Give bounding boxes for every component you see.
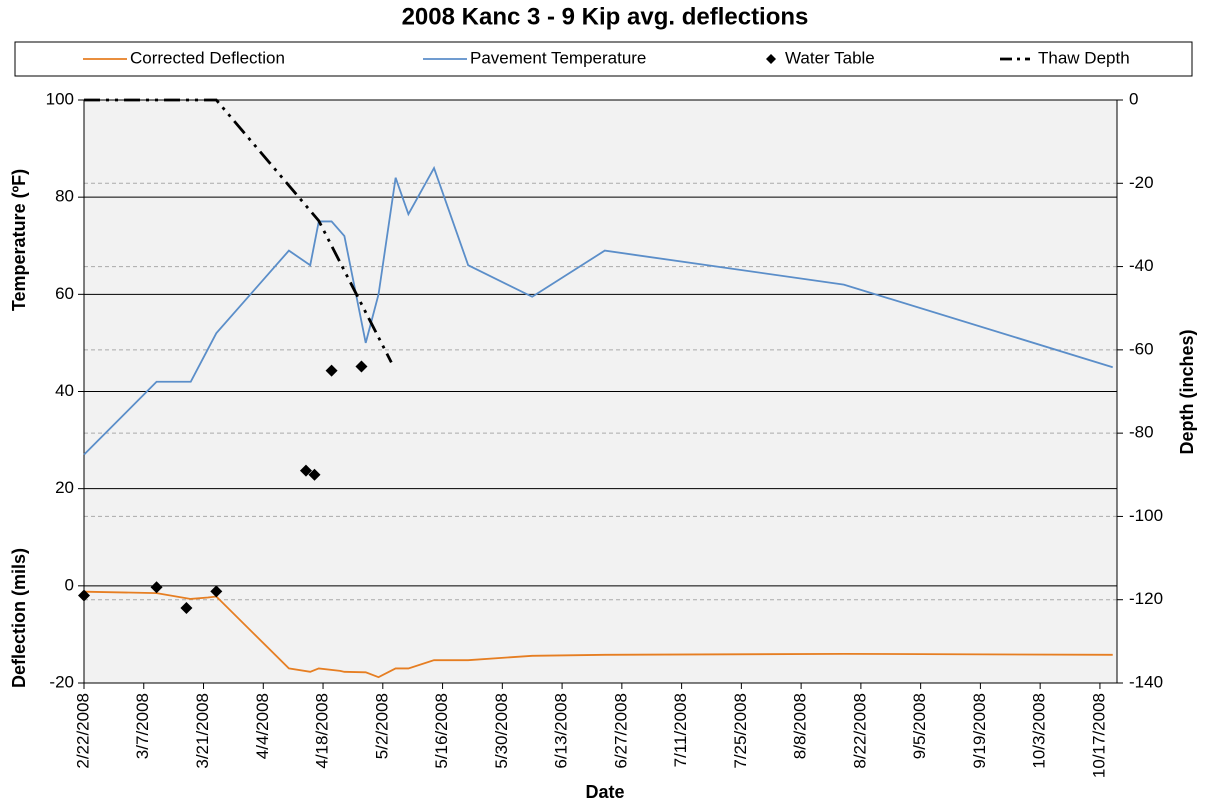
x-tick-label: 8/22/2008 bbox=[850, 693, 869, 769]
x-tick-label: 7/25/2008 bbox=[731, 693, 750, 769]
y2-tick-label: -20 bbox=[1129, 173, 1154, 192]
x-tick-label: 9/5/2008 bbox=[910, 693, 929, 759]
y2-tick-label: -100 bbox=[1129, 506, 1163, 525]
series-line bbox=[83, 165, 1113, 456]
x-tick-label: 3/21/2008 bbox=[193, 693, 212, 769]
y2-tick-label: -40 bbox=[1129, 256, 1154, 275]
water-table-marker bbox=[150, 581, 163, 594]
x-tick-label: 4/4/2008 bbox=[253, 693, 272, 759]
series-line bbox=[83, 590, 1113, 679]
legend-label: Pavement Temperature bbox=[470, 48, 646, 67]
chart-title: 2008 Kanc 3 - 9 Kip avg. deflections bbox=[402, 3, 809, 30]
legend-label: Corrected Deflection bbox=[130, 48, 285, 67]
y2-tick-label: -60 bbox=[1129, 339, 1154, 358]
water-table-marker bbox=[78, 589, 90, 602]
x-tick-label: 9/19/2008 bbox=[970, 693, 989, 769]
y-tick-label: 60 bbox=[55, 284, 74, 303]
legend-label: Water Table bbox=[785, 48, 875, 67]
water-table-marker bbox=[180, 602, 193, 615]
legend-swatch bbox=[766, 54, 776, 64]
x-tick-label: 5/16/2008 bbox=[432, 693, 451, 769]
y2-tick-label: -140 bbox=[1129, 672, 1163, 691]
y-axis-label: Deflection (mils) bbox=[9, 548, 29, 688]
y2-tick-label: -120 bbox=[1129, 589, 1163, 608]
water-table-marker bbox=[355, 360, 368, 373]
x-tick-label: 7/11/2008 bbox=[671, 693, 690, 767]
water-table-marker bbox=[325, 364, 338, 377]
x-tick-label: 5/30/2008 bbox=[492, 693, 511, 769]
x-tick-label: 10/3/2008 bbox=[1030, 693, 1049, 769]
water-table-marker bbox=[210, 585, 223, 598]
legend-label: Thaw Depth bbox=[1038, 48, 1130, 67]
x-tick-label: 3/7/2008 bbox=[133, 693, 152, 759]
y2-tick-label: 0 bbox=[1129, 89, 1138, 108]
y-tick-label: 20 bbox=[55, 478, 74, 497]
x-tick-label: 8/8/2008 bbox=[791, 693, 810, 759]
y-axis-label: Temperature (ºF) bbox=[9, 169, 29, 311]
y-tick-label: 80 bbox=[55, 187, 74, 206]
y2-axis-label: Depth (inches) bbox=[1177, 329, 1197, 454]
y-tick-label: 40 bbox=[55, 381, 74, 400]
x-tick-label: 10/17/2008 bbox=[1089, 693, 1108, 778]
x-tick-label: 5/2/2008 bbox=[372, 693, 391, 759]
y-tick-label: 0 bbox=[65, 575, 74, 594]
x-tick-label: 2/22/2008 bbox=[73, 693, 92, 769]
x-tick-label: 6/13/2008 bbox=[552, 693, 571, 769]
legend-box bbox=[14, 41, 1193, 77]
x-tick-label: 6/27/2008 bbox=[611, 693, 630, 769]
y-tick-label: -20 bbox=[49, 672, 74, 691]
series-line bbox=[84, 98, 393, 363]
y2-tick-label: -80 bbox=[1129, 423, 1154, 442]
water-table-marker bbox=[299, 464, 312, 477]
x-axis-label: Date bbox=[585, 782, 624, 802]
water-table-marker bbox=[308, 468, 321, 481]
y-tick-label: 100 bbox=[46, 89, 74, 108]
x-tick-label: 4/18/2008 bbox=[313, 693, 332, 769]
